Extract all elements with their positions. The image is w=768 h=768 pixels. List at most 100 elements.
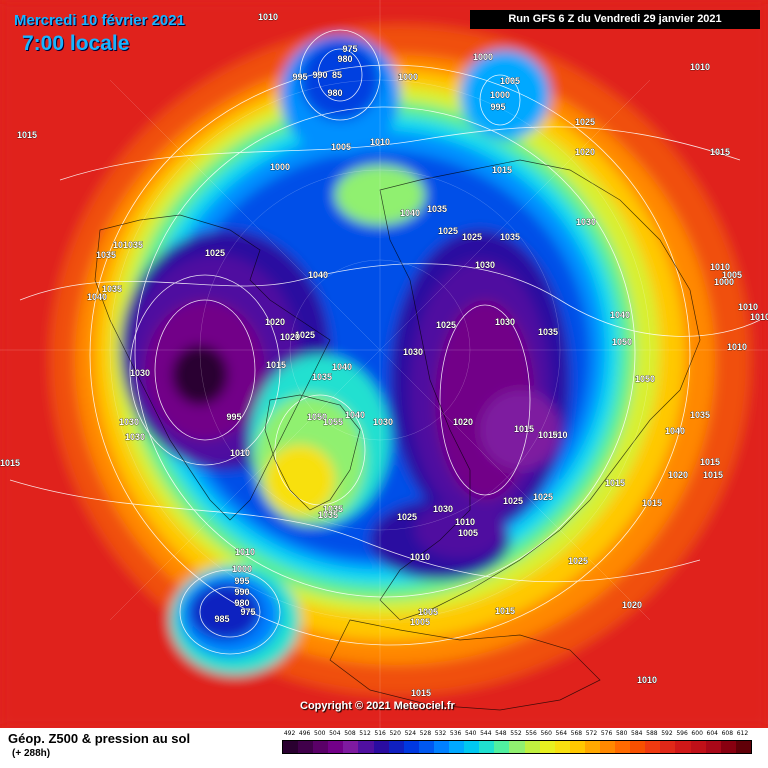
scale-tick-label: 532 xyxy=(434,730,447,737)
isobar-value-label: 1010 xyxy=(727,342,747,352)
isobar-value-label: 1030 xyxy=(130,368,150,378)
scale-tick-label: 520 xyxy=(389,730,401,737)
scale-tick-label: 528 xyxy=(419,730,432,737)
isobar-value-label: 1025 xyxy=(295,330,315,340)
isobar-value-label: 1020 xyxy=(622,600,642,610)
isobar-value-label: 1020 xyxy=(668,470,688,480)
isobar-value-label: 985 xyxy=(214,614,229,624)
isobar-value-label: 1015 xyxy=(710,147,730,157)
scale-tick-label: 576 xyxy=(600,730,613,737)
scale-swatch xyxy=(735,741,751,753)
scale-swatch xyxy=(358,741,374,753)
weather-map: 1010 975 980 995 990 85 980 1000 1000 1005 1000 995… xyxy=(0,0,768,728)
isobar-value-label: 995 xyxy=(292,72,307,82)
isobar-value-label: 1015 xyxy=(266,360,286,370)
forecast-lead-time: (+ 288h) xyxy=(12,748,51,759)
scale-tick-label: 540 xyxy=(464,730,477,737)
isobar-value-label: 1010 xyxy=(410,552,430,562)
scale-swatch xyxy=(675,741,691,753)
isobar-value-label: 1010 xyxy=(235,547,255,557)
isobar-value-label: 975 xyxy=(342,44,357,54)
isobar-value-label: 1020 xyxy=(280,332,300,342)
isobar-value-label: 1010 xyxy=(538,430,558,440)
isobar-value-label: 1035 xyxy=(96,250,116,260)
isobar-value-label: 1040 xyxy=(610,310,630,320)
isobar-value-label: 995 xyxy=(234,576,249,586)
scale-tick-label: 568 xyxy=(570,730,583,737)
isobar-value-label: 1040 xyxy=(87,292,107,302)
color-scale-bar xyxy=(282,740,752,754)
scale-tick-label: 508 xyxy=(344,730,356,737)
isobar-value-label: 1015 xyxy=(700,457,720,467)
scale-tick-label: 556 xyxy=(525,730,537,737)
isobar-value-label: 1010 xyxy=(455,517,475,527)
isobar-value-label: 1055 xyxy=(323,417,343,427)
scale-swatch xyxy=(479,741,495,753)
isobar-value-label: 1020 xyxy=(265,317,285,327)
scale-swatch xyxy=(660,741,676,753)
scale-swatch xyxy=(388,741,404,753)
scale-tick-label: 580 xyxy=(615,730,628,737)
scale-tick-label: 592 xyxy=(661,730,673,737)
isobar-value-label: 980 xyxy=(337,54,352,64)
isobar-value-label: 1005 xyxy=(500,76,520,86)
isobar-value-label: 10 xyxy=(113,240,123,250)
isobar-value-label: 1025 xyxy=(205,248,225,258)
graticule xyxy=(0,0,768,728)
isobar-value-label: 1000 xyxy=(473,52,493,62)
scale-swatch xyxy=(313,741,329,753)
isobar-value-label: 980 xyxy=(327,88,342,98)
scale-swatch xyxy=(433,741,450,753)
isobar-value-label: 995 xyxy=(490,102,505,112)
isobar-value-label: 1020 xyxy=(453,417,473,427)
scale-tick-label: 492 xyxy=(283,730,296,737)
scale-swatch xyxy=(705,741,721,753)
isobar-value-label: 1025 xyxy=(462,232,482,242)
isobar-value-label: 1025 xyxy=(503,496,523,506)
scale-tick-label: 604 xyxy=(706,730,718,737)
scale-swatch xyxy=(615,741,631,753)
isobar-value-label: 1035 xyxy=(312,372,332,382)
isobar-value-label: 1035 xyxy=(123,240,143,250)
scale-tick-label: 524 xyxy=(404,730,417,737)
isobar-value-label: 1000 xyxy=(398,72,418,82)
isobar-value-label: 1010 xyxy=(750,312,768,322)
isobar-value-label: 1025 xyxy=(533,492,553,502)
isobar-value-label: 1000 xyxy=(714,277,734,287)
isobar-value-label: 1050 xyxy=(612,337,632,347)
isobar-value-label: 1030 xyxy=(119,417,139,427)
isobar-value-label: 510 xyxy=(552,430,567,440)
isobar-value-label: 1005 xyxy=(722,270,742,280)
scale-swatch xyxy=(599,741,616,753)
scale-tick-label: 560 xyxy=(540,730,552,737)
isobar-value-label: 1040 xyxy=(332,362,352,372)
isobar-value-label: 1040 xyxy=(345,410,365,420)
scale-tick-label: 584 xyxy=(631,730,643,737)
scale-swatch xyxy=(569,741,585,753)
scale-swatch xyxy=(720,741,736,753)
isobar-value-label: 1000 xyxy=(490,90,510,100)
scale-swatch xyxy=(449,741,465,753)
isobar-value-label: 1035 xyxy=(427,204,447,214)
scale-swatch xyxy=(690,741,706,753)
scale-swatch xyxy=(298,741,314,753)
isobar-value-label: 1035 xyxy=(102,284,122,294)
scale-swatch xyxy=(464,741,480,753)
isobar-value-label: 1015 xyxy=(605,478,625,488)
scale-tick-label: 572 xyxy=(585,730,598,737)
isobar-value-label: 1030 xyxy=(475,260,495,270)
isobar-value-label: 1025 xyxy=(438,226,458,236)
isobar-value-label: 1050 xyxy=(635,374,655,384)
scale-tick-label: 500 xyxy=(314,730,326,737)
isobar-value-label: 1050 xyxy=(307,412,327,422)
model-run-banner: Run GFS 6 Z du Vendredi 29 janvier 2021 xyxy=(470,10,760,29)
isobar-value-label: 980 xyxy=(234,598,249,608)
isobar-value-label: 1030 xyxy=(125,432,145,442)
isobar-value-label: 1030 xyxy=(576,217,596,227)
isobar-value-label: 1035 xyxy=(538,327,558,337)
isobar-value-label: 1000 xyxy=(232,564,252,574)
color-scale-ticks: 492 496 500 504 508 512 516 520 524 528 532 536 540 5… xyxy=(282,730,750,740)
isobar-value-label: 1000 xyxy=(270,162,290,172)
isobar-value-label: 975 xyxy=(240,607,255,617)
